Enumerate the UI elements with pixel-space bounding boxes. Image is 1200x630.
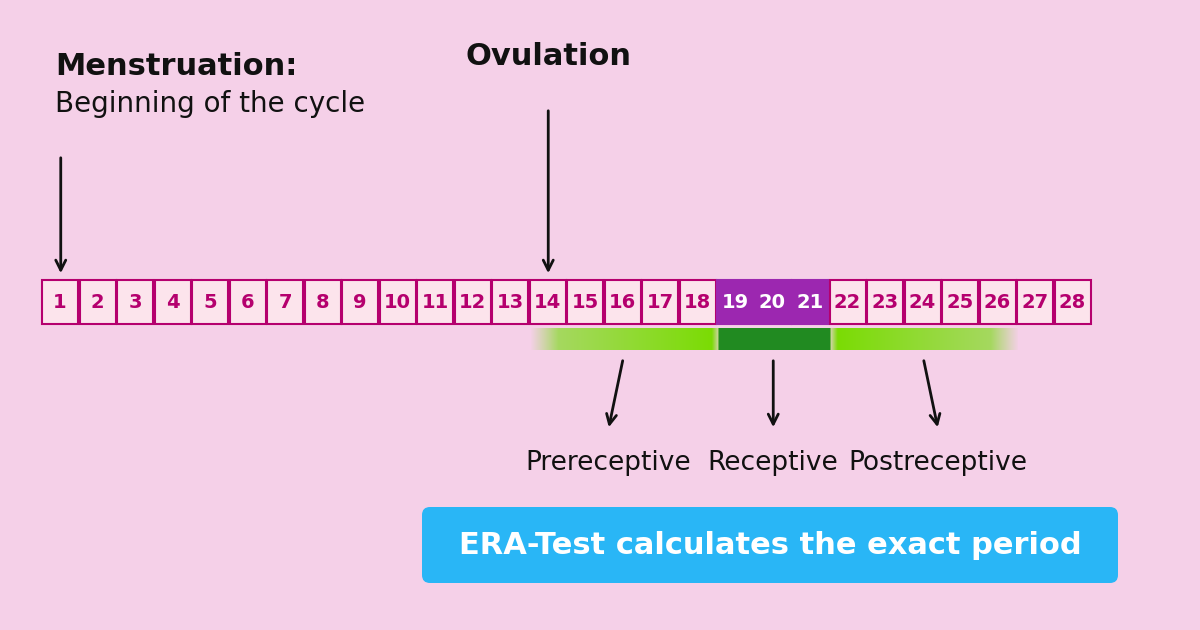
Text: Prereceptive: Prereceptive bbox=[526, 450, 691, 476]
Text: 22: 22 bbox=[834, 292, 862, 311]
Text: 17: 17 bbox=[647, 292, 673, 311]
FancyBboxPatch shape bbox=[192, 280, 228, 324]
FancyBboxPatch shape bbox=[829, 280, 865, 324]
FancyBboxPatch shape bbox=[529, 280, 565, 324]
Text: ERA-Test calculates the exact period: ERA-Test calculates the exact period bbox=[458, 530, 1081, 559]
FancyBboxPatch shape bbox=[755, 280, 791, 324]
Text: 19: 19 bbox=[721, 292, 749, 311]
FancyBboxPatch shape bbox=[422, 507, 1118, 583]
FancyBboxPatch shape bbox=[866, 280, 904, 324]
FancyBboxPatch shape bbox=[605, 280, 641, 324]
Text: 5: 5 bbox=[203, 292, 217, 311]
FancyBboxPatch shape bbox=[942, 280, 978, 324]
Text: 27: 27 bbox=[1021, 292, 1049, 311]
Text: 2: 2 bbox=[91, 292, 104, 311]
FancyBboxPatch shape bbox=[568, 280, 604, 324]
Text: 21: 21 bbox=[797, 292, 823, 311]
FancyBboxPatch shape bbox=[118, 280, 154, 324]
Text: 26: 26 bbox=[984, 292, 1012, 311]
FancyBboxPatch shape bbox=[455, 280, 491, 324]
FancyBboxPatch shape bbox=[418, 280, 454, 324]
FancyBboxPatch shape bbox=[905, 280, 941, 324]
Text: 1: 1 bbox=[53, 292, 67, 311]
FancyBboxPatch shape bbox=[979, 280, 1015, 324]
Text: 12: 12 bbox=[458, 292, 486, 311]
Text: 8: 8 bbox=[316, 292, 329, 311]
Text: 25: 25 bbox=[947, 292, 973, 311]
FancyBboxPatch shape bbox=[42, 280, 78, 324]
FancyBboxPatch shape bbox=[266, 280, 302, 324]
Text: 23: 23 bbox=[871, 292, 899, 311]
FancyBboxPatch shape bbox=[718, 280, 754, 324]
Text: 15: 15 bbox=[571, 292, 599, 311]
Text: Ovulation: Ovulation bbox=[466, 42, 631, 71]
Text: 24: 24 bbox=[908, 292, 936, 311]
Text: Menstruation:: Menstruation: bbox=[55, 52, 298, 81]
FancyBboxPatch shape bbox=[342, 280, 378, 324]
Text: 3: 3 bbox=[128, 292, 142, 311]
FancyBboxPatch shape bbox=[492, 280, 528, 324]
Text: Receptive: Receptive bbox=[708, 450, 839, 476]
Text: 13: 13 bbox=[497, 292, 523, 311]
Text: 11: 11 bbox=[421, 292, 449, 311]
FancyBboxPatch shape bbox=[642, 280, 678, 324]
FancyBboxPatch shape bbox=[305, 280, 341, 324]
Text: 16: 16 bbox=[608, 292, 636, 311]
Text: 14: 14 bbox=[534, 292, 562, 311]
FancyBboxPatch shape bbox=[1055, 280, 1091, 324]
Text: Postreceptive: Postreceptive bbox=[848, 450, 1027, 476]
FancyBboxPatch shape bbox=[792, 280, 828, 324]
FancyBboxPatch shape bbox=[79, 280, 115, 324]
Text: 10: 10 bbox=[384, 292, 410, 311]
FancyBboxPatch shape bbox=[1018, 280, 1054, 324]
Text: 18: 18 bbox=[684, 292, 712, 311]
Text: 20: 20 bbox=[760, 292, 786, 311]
FancyBboxPatch shape bbox=[229, 280, 265, 324]
Text: 6: 6 bbox=[241, 292, 254, 311]
Text: 7: 7 bbox=[278, 292, 292, 311]
FancyBboxPatch shape bbox=[155, 280, 191, 324]
FancyBboxPatch shape bbox=[379, 280, 415, 324]
Text: Beginning of the cycle: Beginning of the cycle bbox=[55, 90, 365, 118]
Text: 4: 4 bbox=[166, 292, 179, 311]
FancyBboxPatch shape bbox=[679, 280, 715, 324]
Text: 9: 9 bbox=[353, 292, 367, 311]
Text: 28: 28 bbox=[1058, 292, 1086, 311]
